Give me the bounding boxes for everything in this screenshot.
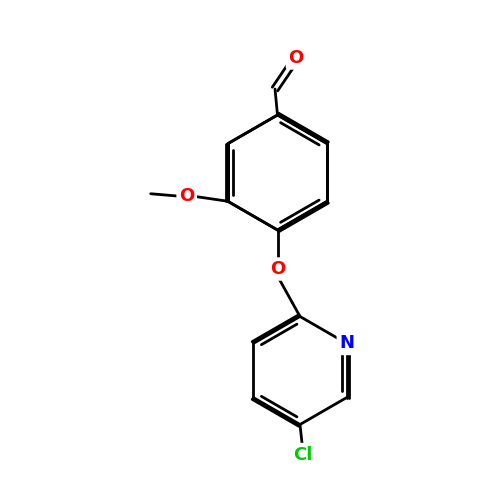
Text: O: O (270, 260, 285, 278)
Text: O: O (288, 49, 304, 67)
Text: N: N (340, 334, 354, 352)
Text: Cl: Cl (293, 446, 312, 464)
Text: Cl: Cl (293, 446, 312, 464)
Text: O: O (179, 188, 194, 206)
Text: O: O (288, 49, 304, 67)
Text: O: O (179, 188, 194, 206)
Text: O: O (270, 260, 285, 278)
Text: N: N (340, 334, 354, 352)
